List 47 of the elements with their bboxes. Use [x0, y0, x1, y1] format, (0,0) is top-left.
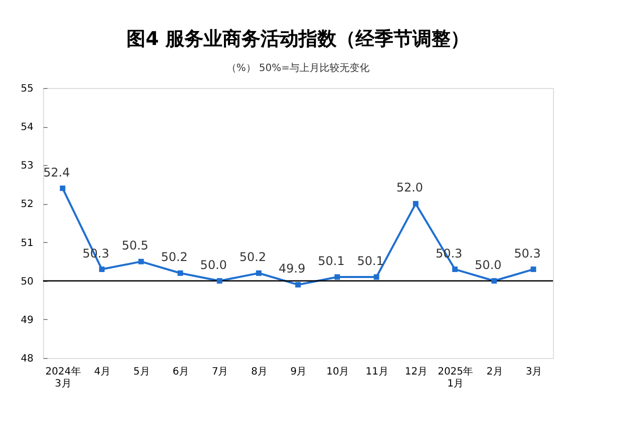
chart-subtitle: （%） 50%=与上月比较无变化 — [226, 62, 370, 74]
point — [412, 200, 418, 206]
point — [256, 270, 262, 276]
point — [374, 274, 380, 280]
point — [334, 274, 340, 280]
point — [530, 266, 536, 272]
x-tick-label: 2024年 3月 — [45, 366, 81, 390]
text: 52.4 — [43, 165, 70, 180]
y-tick-label: 49 — [20, 314, 34, 326]
y-tick-label: 48 — [20, 354, 34, 364]
text: 52.0 — [396, 180, 424, 195]
x-tick-label: 11月 — [366, 366, 388, 378]
x-tick-label: 4月 — [94, 366, 111, 378]
point — [138, 258, 144, 264]
y-tick-label: 51 — [20, 238, 34, 249]
text: 49.9 — [278, 262, 306, 276]
y-tick-label: 50 — [20, 276, 34, 288]
point — [491, 278, 497, 284]
text: 50.1 — [318, 254, 345, 268]
x-tick-label: 7月 — [212, 366, 228, 378]
point — [60, 186, 66, 192]
text: 50.2 — [239, 250, 266, 264]
text: 50.5 — [122, 238, 148, 253]
x-tick-label: 8月 — [251, 366, 268, 378]
x-tick-label: 5月 — [133, 366, 150, 378]
y-tick-label: 52 — [20, 199, 34, 210]
x-tick-label: 9月 — [290, 366, 307, 378]
text: 50.0 — [474, 258, 502, 272]
x-tick-label: 3月 — [526, 366, 542, 378]
point — [295, 282, 301, 288]
y-tick-label: 53 — [20, 160, 34, 172]
text: 50.1 — [357, 254, 384, 268]
x-tick-label: 10月 — [326, 366, 350, 378]
y-tick-label: 54 — [20, 122, 34, 134]
point — [178, 270, 184, 276]
point — [99, 266, 105, 272]
x-tick-label: 2月 — [486, 366, 503, 378]
text: 50.0 — [200, 258, 227, 272]
point — [216, 278, 222, 284]
point — [452, 266, 458, 272]
x-tick-label: 2025年 1月 — [438, 366, 474, 390]
chart-title: 图4 服务业商务活动指数（经季节调整） — [126, 28, 470, 50]
text: 50.2 — [160, 250, 188, 264]
y-tick-label: 55 — [20, 84, 34, 94]
x-tick-label: 6月 — [172, 366, 189, 378]
x-tick-label: 12月 — [404, 366, 428, 378]
text: 50.3 — [514, 246, 541, 260]
